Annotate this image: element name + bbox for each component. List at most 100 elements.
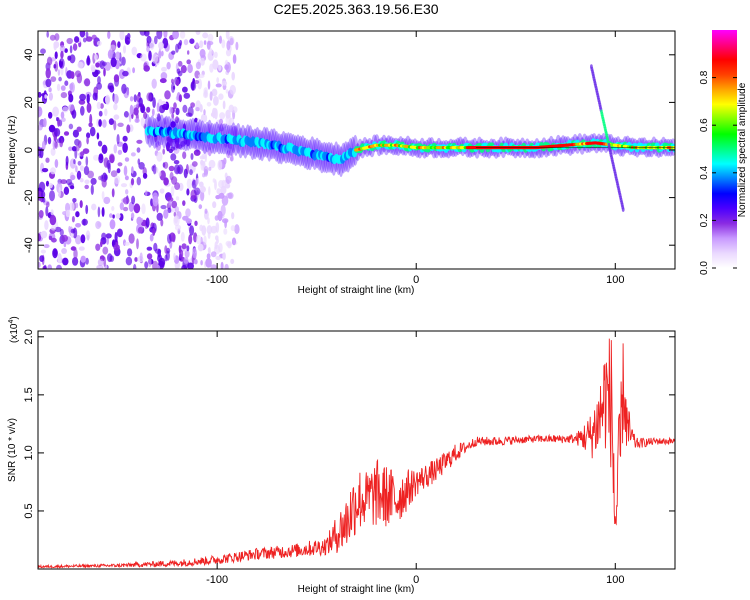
noise-blob: [172, 31, 179, 40]
noise-blob: [221, 80, 228, 86]
noise-blob: [146, 246, 153, 251]
noise-blob: [63, 186, 70, 195]
noise-blob: [146, 106, 151, 113]
noise-blob: [53, 249, 58, 257]
noise-blob: [124, 157, 130, 162]
noise-blob: [162, 148, 165, 155]
noise-blob: [79, 178, 84, 183]
snr-y-label: SNR (10 * v/v): [7, 418, 18, 482]
noise-blob: [185, 112, 193, 117]
noise-blob: [143, 111, 148, 119]
noise-blob: [187, 50, 190, 55]
noise-blob: [186, 178, 193, 189]
noise-blob: [58, 58, 65, 69]
noise-blob: [123, 45, 126, 54]
noise-blob: [79, 31, 86, 38]
snr-scale-suffix: ): [9, 316, 20, 319]
noise-blob: [136, 139, 143, 144]
noise-blob: [80, 151, 85, 156]
noise-blob: [75, 211, 80, 218]
noise-blob: [62, 257, 69, 266]
noise-blob: [163, 161, 169, 169]
noise-blob: [69, 45, 73, 54]
noise-blob: [131, 195, 136, 205]
noise-blob: [235, 41, 239, 51]
noise-blob: [123, 111, 129, 118]
noise-blob: [97, 258, 104, 267]
noise-blob: [203, 40, 207, 45]
noise-blob: [101, 191, 105, 200]
noise-blob: [115, 51, 121, 60]
noise-blob: [94, 69, 101, 75]
noise-blob: [145, 217, 150, 228]
noise-blob: [69, 54, 76, 64]
noise-blob: [137, 158, 141, 165]
noise-blob: [48, 124, 56, 133]
noise-blob: [86, 56, 91, 66]
noise-blob: [199, 48, 206, 58]
noise-blob: [168, 200, 172, 206]
noise-blob: [198, 73, 205, 79]
noise-blob: [143, 65, 150, 72]
noise-blob: [67, 55, 72, 61]
noise-blob: [114, 175, 121, 185]
noise-blob: [200, 186, 207, 193]
noise-blob: [214, 179, 217, 191]
noise-blob: [225, 240, 232, 247]
noise-blob: [54, 159, 59, 168]
noise-blob: [134, 257, 138, 262]
noise-blob: [103, 196, 111, 205]
noise-blob: [212, 59, 219, 70]
noise-blob: [53, 41, 60, 49]
noise-blob: [204, 208, 208, 214]
noise-blob: [57, 69, 61, 76]
noise-blob: [130, 152, 136, 157]
noise-blob: [183, 168, 188, 179]
spectrogram-x-label: Height of straight line (km): [298, 285, 415, 296]
noise-blob: [103, 256, 106, 267]
noise-blob: [182, 104, 188, 113]
noise-blob: [116, 168, 121, 174]
noise-blob: [121, 56, 126, 66]
noise-blob: [79, 165, 84, 171]
noise-blob: [230, 225, 236, 232]
noise-blob: [112, 214, 115, 219]
noise-blob: [117, 122, 124, 128]
noise-blob: [194, 117, 198, 123]
noise-blob: [119, 31, 125, 41]
noise-blob: [220, 261, 224, 269]
noise-blob: [103, 67, 106, 77]
noise-blob: [71, 246, 76, 251]
noise-blob: [222, 122, 228, 129]
noise-blob: [97, 140, 103, 147]
noise-blob: [50, 167, 56, 175]
noise-blob: [95, 62, 100, 68]
noise-blob: [171, 176, 178, 185]
noise-blob: [50, 76, 57, 82]
noise-blob: [45, 157, 50, 163]
noise-blob: [229, 156, 234, 162]
noise-blob: [139, 252, 143, 261]
noise-blob: [38, 146, 42, 157]
snr-series: [38, 338, 675, 569]
noise-blob: [177, 60, 183, 67]
noise-blob: [171, 50, 176, 55]
noise-blob: [195, 42, 199, 49]
noise-blob: [222, 252, 226, 260]
noise-blob: [45, 68, 51, 79]
noise-blob: [224, 64, 229, 70]
noise-blob: [200, 260, 203, 266]
noise-blob: [181, 243, 187, 250]
noise-blob: [110, 57, 117, 68]
noise-blob: [88, 122, 93, 128]
snr-scale-exponent: 4: [8, 320, 15, 324]
snr-scale-base: (x10: [9, 323, 20, 343]
noise-blob: [48, 87, 52, 93]
noise-blob: [220, 204, 226, 216]
noise-blob: [140, 105, 146, 113]
snr-x-axis: -100 0 100: [206, 331, 624, 586]
noise-blob: [76, 126, 82, 132]
noise-blob: [211, 144, 215, 149]
noise-blob: [169, 106, 173, 115]
noise-blob: [193, 259, 198, 265]
